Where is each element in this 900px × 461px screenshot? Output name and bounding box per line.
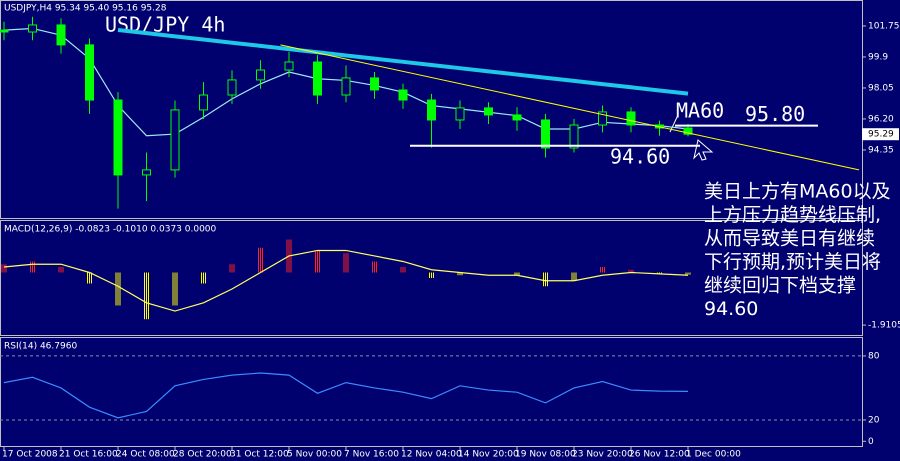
y-tick-label: -1.9105 — [868, 321, 900, 331]
commentary: 美日上方有MA60以及 — [704, 181, 891, 203]
candle-body — [341, 77, 351, 96]
x-tick-label: 21 Oct 16:00 — [59, 450, 118, 460]
moving-average — [117, 27, 689, 96]
candle-body — [683, 127, 693, 135]
x-tick-label: 26 Nov 12:00 — [629, 450, 690, 460]
x-tick-label: 5 Nov 00:00 — [287, 450, 342, 460]
trend-line — [280, 44, 860, 171]
y-tick-label: 99.9 — [868, 52, 888, 62]
macd-frame — [0, 220, 863, 336]
candle-body — [0, 29, 9, 33]
current-price-box — [862, 128, 899, 141]
candle-body — [85, 44, 94, 101]
commentary: 从而导致美日有继续 — [704, 228, 875, 250]
candle-body — [170, 109, 180, 171]
level-label: 94.60 — [610, 144, 670, 168]
rsi-header: RSI(14) 46.7960 — [4, 342, 77, 352]
y-tick-label: 101.75 — [868, 21, 900, 31]
candle-body — [256, 69, 265, 81]
commentary: 下行预期,预计美日将 — [704, 251, 881, 273]
candle-body — [398, 89, 408, 101]
candle-body — [56, 24, 66, 46]
candle-body — [142, 169, 151, 176]
y-tick-label: 0 — [868, 437, 874, 447]
candle-body — [598, 111, 607, 126]
rsi-frame — [0, 337, 863, 447]
panel-frames — [0, 0, 863, 447]
candle-body — [113, 99, 123, 176]
commentary: 94.60 — [704, 298, 758, 320]
candle-body — [455, 107, 465, 121]
x-tick-label: 1 Dec 00:00 — [686, 450, 741, 460]
commentary: 上方压力趋势线压制, — [704, 204, 881, 226]
y-tick-label: 80 — [868, 351, 880, 361]
y-tick-label: 94.35 — [868, 145, 894, 155]
candle-body — [569, 124, 579, 149]
x-tick-label: 7 Nov 16:00 — [344, 450, 399, 460]
candle-body — [512, 114, 522, 121]
candle-body — [484, 107, 493, 116]
candle-body — [28, 24, 37, 33]
ma-label: MA60 — [676, 99, 724, 123]
x-tick-label: 14 Nov 20:00 — [458, 450, 519, 460]
rsi-line — [3, 372, 689, 419]
candle-body — [313, 61, 322, 96]
x-tick-label: 12 Nov 04:00 — [401, 450, 462, 460]
current-price: 95.29 — [868, 130, 894, 140]
price-frame — [0, 0, 863, 219]
macd-header: MACD(12,26,9) -0.0823 -0.1010 0.0373 0.0… — [4, 225, 217, 235]
x-tick-label: 19 Nov 08:00 — [515, 450, 576, 460]
y-tick-label: 20 — [868, 415, 880, 425]
chart-title: USD/JPY 4h — [105, 13, 225, 37]
x-tick-label: 31 Oct 12:00 — [230, 450, 289, 460]
candle-body — [227, 79, 237, 96]
y-tick-label: 98.05 — [868, 83, 894, 93]
level-label: 95.80 — [745, 102, 805, 126]
x-tick-label: 23 Nov 20:00 — [572, 450, 633, 460]
candle-body — [284, 61, 294, 71]
price-header: USDJPY,H4 95.34 95.40 95.16 95.28 — [4, 4, 167, 14]
signal-line — [3, 249, 689, 312]
candle-body — [370, 77, 379, 91]
candle-body — [427, 99, 436, 121]
candle-body — [626, 111, 636, 126]
x-tick-label: 28 Oct 20:00 — [173, 450, 232, 460]
candle-body — [541, 119, 550, 149]
x-tick-label: 24 Oct 08:00 — [116, 450, 175, 460]
candle-body — [199, 94, 208, 111]
x-tick-label: 17 Oct 2008 — [2, 450, 58, 460]
y-tick-label: 96.20 — [868, 114, 894, 124]
commentary: 继续回归下档支撑 — [704, 275, 856, 297]
